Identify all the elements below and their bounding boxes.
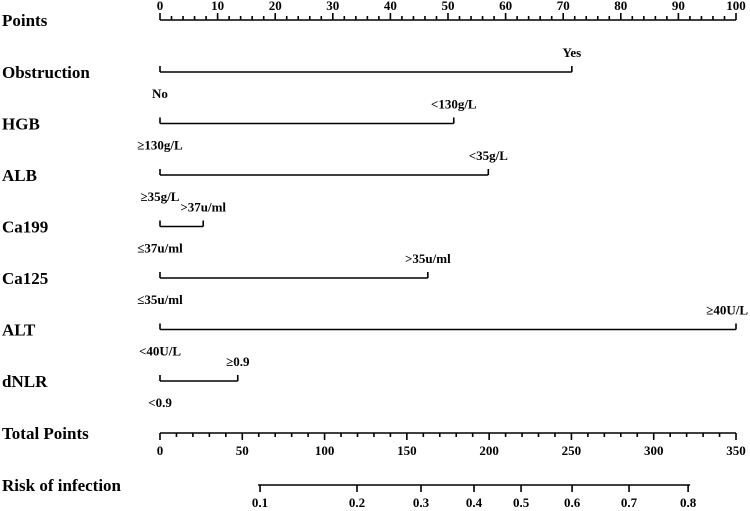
level-label: >35u/ml xyxy=(405,251,451,266)
axis-title: Risk of infection xyxy=(2,476,122,495)
variable-name: ALT xyxy=(2,320,36,339)
variable-name: dNLR xyxy=(2,372,48,391)
tick-label: 350 xyxy=(726,443,746,458)
tick-label: 0.5 xyxy=(513,495,530,510)
tick-label: 0 xyxy=(157,443,164,458)
variable-name: HGB xyxy=(2,114,40,133)
level-label: <35g/L xyxy=(469,148,509,163)
tick-label: 0 xyxy=(157,0,164,13)
tick-label: 50 xyxy=(236,443,249,458)
level-label: ≥0.9 xyxy=(226,354,250,369)
level-label: <130g/L xyxy=(431,96,477,111)
tick-label: 150 xyxy=(397,443,417,458)
tick-label: 0.2 xyxy=(349,495,365,510)
level-label: ≥130g/L xyxy=(137,137,183,152)
tick-label: 0.8 xyxy=(680,495,697,510)
level-label: ≥35g/L xyxy=(141,189,180,204)
level-label: ≤35u/ml xyxy=(137,292,183,307)
tick-label: 60 xyxy=(499,0,512,13)
tick-label: 0.4 xyxy=(466,495,483,510)
variable-name: Ca199 xyxy=(2,217,48,236)
tick-label: 0.3 xyxy=(413,495,430,510)
tick-label: 70 xyxy=(557,0,570,13)
tick-label: 0.1 xyxy=(252,495,268,510)
level-label: <40U/L xyxy=(139,343,181,358)
variable-name: ALB xyxy=(2,166,37,185)
tick-label: 80 xyxy=(614,0,627,13)
level-label: No xyxy=(152,86,168,101)
level-label: ≥40U/L xyxy=(706,302,748,317)
level-label: Yes xyxy=(562,45,581,60)
tick-label: 300 xyxy=(644,443,664,458)
tick-label: 20 xyxy=(269,0,282,13)
level-label: <0.9 xyxy=(148,395,172,410)
tick-label: 10 xyxy=(211,0,224,13)
tick-label: 50 xyxy=(442,0,455,13)
tick-label: 90 xyxy=(672,0,685,13)
level-label: ≤37u/ml xyxy=(137,240,183,255)
axis-title: Total Points xyxy=(2,424,89,443)
tick-label: 200 xyxy=(479,443,499,458)
tick-label: 30 xyxy=(326,0,339,13)
tick-label: 0.7 xyxy=(621,495,638,510)
tick-label: 100 xyxy=(726,0,746,13)
tick-label: 250 xyxy=(562,443,582,458)
tick-label: 0.6 xyxy=(564,495,581,510)
axis-title: Points xyxy=(2,11,48,30)
variable-name: Obstruction xyxy=(2,63,90,82)
variable-name: Ca125 xyxy=(2,269,48,288)
tick-label: 100 xyxy=(315,443,335,458)
tick-label: 40 xyxy=(384,0,397,13)
level-label: >37u/ml xyxy=(180,199,226,214)
